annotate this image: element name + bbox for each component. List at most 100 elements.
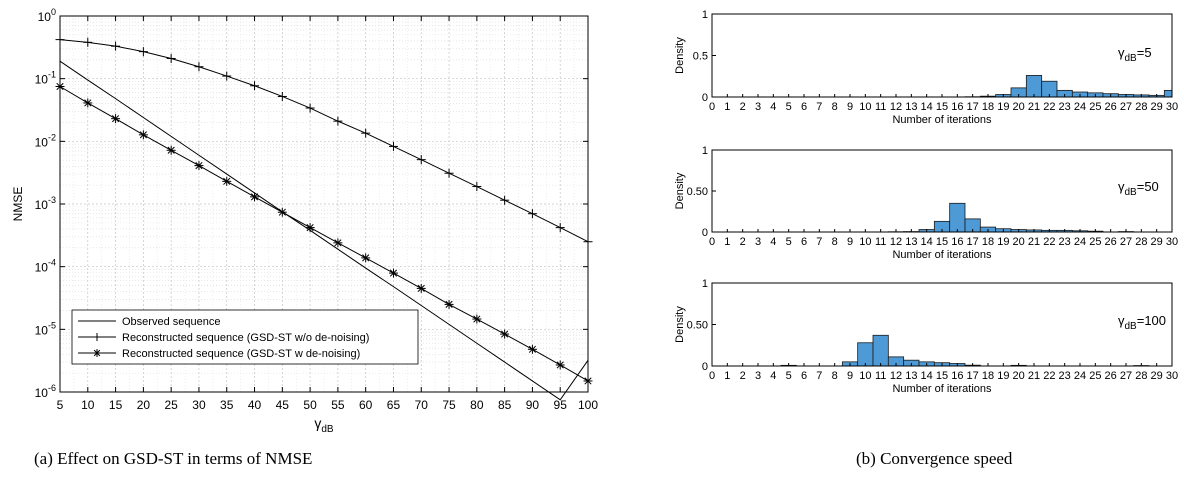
x-tick-label: 9 xyxy=(847,236,853,248)
x-tick-label: 13 xyxy=(905,101,917,113)
marker-stroke xyxy=(389,269,398,277)
x-tick-label: 11 xyxy=(875,236,886,248)
marker-stroke xyxy=(306,224,314,232)
data-point xyxy=(388,141,398,151)
caption-b: (b) Convergence speed xyxy=(856,449,1013,468)
marker-stroke xyxy=(139,131,147,139)
caption-a: (a) Effect on GSD-ST in terms of NMSE xyxy=(34,449,313,468)
x-tick-label: 24 xyxy=(1074,101,1086,113)
y-tick-label: 10-4 xyxy=(35,258,56,275)
histogram-1: 0 1 2 3 4 5 6 7 8 9 10 11 12 13 14 15 16 17 18 19 20 21 22 23 24… xyxy=(674,9,1178,126)
x-tick-label: 17 xyxy=(967,236,979,248)
x-tick-label: 27 xyxy=(1120,101,1132,113)
series-line-0 xyxy=(59,60,589,401)
x-tick-label: 85 xyxy=(498,398,512,412)
data-point xyxy=(111,114,121,124)
marker-stroke xyxy=(167,146,175,154)
x-tick-label: 17 xyxy=(967,370,979,382)
y-tick-label: 100 xyxy=(38,7,56,24)
x-tick-label: 45 xyxy=(276,398,290,412)
x-axis-label: Number of iterations xyxy=(892,249,992,261)
marker-stroke xyxy=(362,254,370,262)
x-tick-label: 16 xyxy=(951,101,963,113)
x-tick-label: 29 xyxy=(1151,370,1163,382)
x-axis-label: Number of iterations xyxy=(892,383,992,395)
histogram-2: 0 1 2 3 4 5 6 7 8 9 10 11 12 13 14 15 16 17 18 19 20 21 22 23 24… xyxy=(674,145,1178,261)
x-tick-label: 27 xyxy=(1120,370,1132,382)
data-point xyxy=(555,223,565,233)
x-tick-label: 7 xyxy=(816,236,822,248)
x-tick-label: 24 xyxy=(1074,370,1086,382)
y-tick-label: 1 xyxy=(702,278,708,290)
y-tick-label: 0.5 xyxy=(693,51,708,63)
x-tick-label: 1 xyxy=(724,370,730,382)
legend-entry: Observed sequence xyxy=(122,316,220,328)
x-tick-label: 4 xyxy=(770,101,776,113)
data-point xyxy=(83,37,93,47)
x-tick-label: 4 xyxy=(770,236,776,248)
x-tick-label: 20 xyxy=(1013,370,1025,382)
data-point xyxy=(333,238,343,248)
x-tick-label: 16 xyxy=(951,370,963,382)
marker-stroke xyxy=(528,345,537,353)
x-tick-label: 20 xyxy=(1013,101,1025,113)
x-tick-label: 7 xyxy=(816,101,822,113)
y-tick-label: 0.50 xyxy=(687,320,708,332)
x-tick-label: 11 xyxy=(875,370,886,382)
marker-stroke xyxy=(223,177,231,185)
histogram-bar xyxy=(1163,89,1173,98)
x-tick-label: 19 xyxy=(997,370,1009,382)
x-tick-label: 25 xyxy=(1089,370,1101,382)
y-axis-label: Density xyxy=(674,306,686,343)
marker-stroke xyxy=(84,99,92,107)
x-tick-label: 5 xyxy=(57,398,64,412)
marker-stroke xyxy=(445,300,453,308)
x-tick-label: 30 xyxy=(1166,370,1178,382)
x-tick-label: 26 xyxy=(1105,236,1117,248)
nmse-chart: 5 10 15 20 25 30 35 40 45 50 55 60 65 70 75 80 85 90 95 100… xyxy=(11,7,598,435)
x-tick-label: 15 xyxy=(936,370,948,382)
data-point xyxy=(527,344,537,354)
x-tick-label: 18 xyxy=(982,101,994,113)
x-tick-label: 18 xyxy=(982,236,994,248)
legend-entry: Reconstructed sequence (GSD-ST w/o de-no… xyxy=(122,332,369,344)
x-tick-label: 25 xyxy=(1089,236,1101,248)
x-tick-label: 65 xyxy=(387,398,401,412)
data-point xyxy=(250,192,260,202)
plot-area xyxy=(712,283,1172,366)
x-tick-label: 25 xyxy=(164,398,178,412)
data-point xyxy=(166,145,176,155)
x-tick-label: 29 xyxy=(1151,101,1163,113)
data-point xyxy=(527,209,537,219)
x-tick-label: 23 xyxy=(1059,370,1071,382)
x-tick-label: 28 xyxy=(1135,101,1147,113)
x-tick-label: 26 xyxy=(1105,370,1117,382)
data-point xyxy=(555,360,565,370)
data-point xyxy=(222,176,232,186)
marker-stroke xyxy=(417,284,425,292)
plot-area xyxy=(712,150,1172,232)
x-tick-label: 9 xyxy=(847,101,853,113)
x-tick-label: 30 xyxy=(1166,101,1178,113)
x-tick-label: 21 xyxy=(1028,370,1040,382)
x-tick-label: 100 xyxy=(578,398,598,412)
x-tick-label: 24 xyxy=(1074,236,1086,248)
x-tick-label: 0 xyxy=(709,370,715,382)
x-tick-label: 19 xyxy=(997,101,1009,113)
data-point xyxy=(361,128,371,138)
x-tick-label: 6 xyxy=(801,101,807,113)
x-tick-label: 25 xyxy=(1089,101,1101,113)
histogram-bar xyxy=(872,334,889,367)
x-tick-label: 28 xyxy=(1135,370,1147,382)
marker-stroke xyxy=(334,239,342,247)
x-tick-label: 15 xyxy=(936,101,948,113)
data-point xyxy=(305,103,315,113)
x-tick-label: 22 xyxy=(1043,101,1055,113)
data-point xyxy=(500,195,510,205)
x-tick-label: 5 xyxy=(786,236,792,248)
x-tick-label: 18 xyxy=(982,370,994,382)
data-point xyxy=(388,268,398,278)
data-point xyxy=(500,329,510,339)
gamma-annotation: γdB=100 xyxy=(1118,313,1166,332)
data-point xyxy=(472,182,482,192)
